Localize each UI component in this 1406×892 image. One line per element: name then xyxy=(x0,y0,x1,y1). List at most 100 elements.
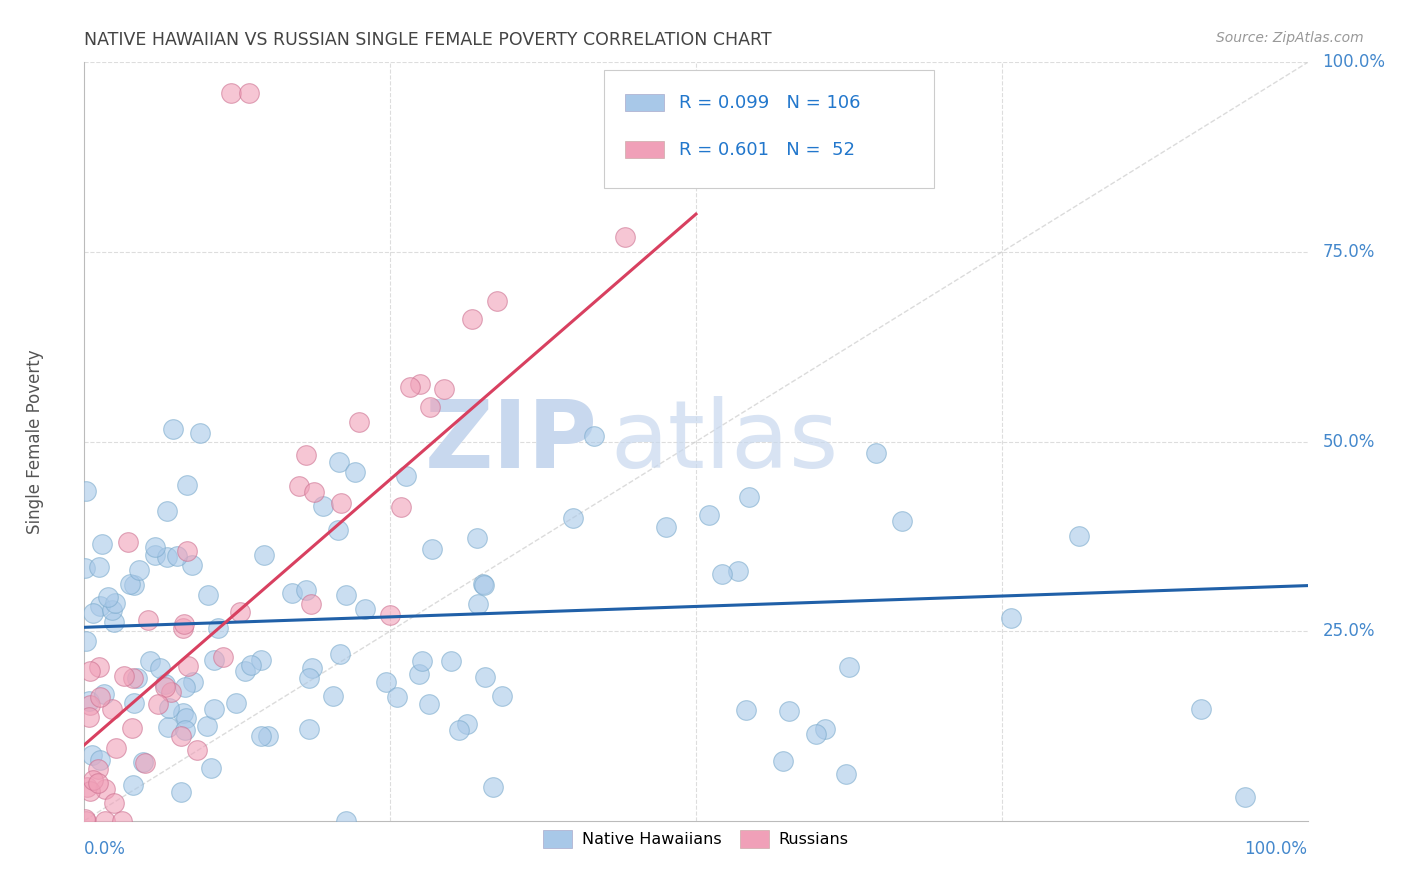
Point xyxy=(1234,789,1257,804)
Point xyxy=(186,743,208,757)
Point xyxy=(202,653,225,667)
Point xyxy=(127,671,149,685)
Point xyxy=(347,415,370,429)
Point xyxy=(312,499,335,513)
Point xyxy=(485,294,508,309)
Point xyxy=(76,780,98,795)
Point xyxy=(82,773,104,788)
Point xyxy=(104,596,127,610)
Point xyxy=(197,588,219,602)
Point xyxy=(250,653,273,667)
Point xyxy=(145,541,167,555)
Point xyxy=(170,785,193,799)
Point xyxy=(173,723,195,737)
Point xyxy=(1069,529,1091,543)
Point xyxy=(139,654,162,668)
Point xyxy=(301,660,323,674)
Point xyxy=(87,560,110,574)
Point xyxy=(204,702,226,716)
Point xyxy=(166,549,188,564)
Text: R = 0.601   N =  52: R = 0.601 N = 52 xyxy=(679,141,855,159)
Point xyxy=(156,504,179,518)
Point xyxy=(87,660,110,674)
Point xyxy=(195,718,218,732)
Point xyxy=(181,558,204,572)
Point xyxy=(188,426,211,441)
Point xyxy=(173,616,195,631)
Point xyxy=(77,709,100,723)
Point xyxy=(93,687,115,701)
Point xyxy=(162,422,184,436)
Point xyxy=(103,797,125,811)
Point xyxy=(228,605,250,619)
Point xyxy=(159,701,181,715)
Text: ZIP: ZIP xyxy=(425,395,598,488)
Point xyxy=(225,696,247,710)
Point xyxy=(176,478,198,492)
Legend: Native Hawaiians, Russians: Native Hawaiians, Russians xyxy=(537,823,855,855)
Point xyxy=(103,615,125,630)
Point xyxy=(122,671,145,685)
Point xyxy=(104,740,127,755)
Point xyxy=(253,548,276,562)
Point xyxy=(149,661,172,675)
Point xyxy=(118,577,141,591)
Text: 0.0%: 0.0% xyxy=(84,839,127,857)
Point xyxy=(235,664,257,678)
Point xyxy=(474,670,496,684)
Point xyxy=(295,449,318,463)
Point xyxy=(219,86,242,100)
Point xyxy=(804,727,827,741)
Point xyxy=(772,754,794,768)
Point xyxy=(122,578,145,592)
Point xyxy=(329,648,352,662)
Text: Single Female Poverty: Single Female Poverty xyxy=(27,350,45,533)
Point xyxy=(449,723,471,737)
Point xyxy=(177,658,200,673)
Point xyxy=(727,564,749,578)
Point xyxy=(148,697,170,711)
Point xyxy=(465,531,488,545)
Point xyxy=(328,455,350,469)
Point xyxy=(491,690,513,704)
Point xyxy=(481,780,503,794)
Point xyxy=(121,721,143,735)
Point xyxy=(111,814,134,828)
Point xyxy=(211,650,233,665)
Point xyxy=(79,665,101,679)
Point xyxy=(343,466,366,480)
Point xyxy=(295,583,318,598)
Text: Source: ZipAtlas.com: Source: ZipAtlas.com xyxy=(1216,31,1364,45)
Point xyxy=(738,490,761,504)
Point xyxy=(375,674,398,689)
Point xyxy=(91,537,114,551)
Point xyxy=(238,86,260,100)
Point xyxy=(153,677,176,691)
Text: 50.0%: 50.0% xyxy=(1322,433,1375,450)
Point xyxy=(398,379,420,393)
Point xyxy=(181,675,204,690)
Point xyxy=(174,680,197,694)
Point xyxy=(335,588,357,602)
Text: 25.0%: 25.0% xyxy=(1322,622,1375,640)
Point xyxy=(865,446,887,460)
Point xyxy=(97,590,120,604)
Point xyxy=(93,814,115,828)
Point xyxy=(156,549,179,564)
Point xyxy=(136,613,159,627)
Point xyxy=(420,541,443,556)
Point xyxy=(408,667,430,681)
Point xyxy=(735,703,758,717)
Point xyxy=(322,690,344,704)
Point xyxy=(101,702,124,716)
Point xyxy=(73,812,96,826)
Point xyxy=(1189,702,1212,716)
Point xyxy=(614,230,637,244)
Point xyxy=(176,711,198,725)
Point xyxy=(76,484,98,499)
Text: 100.0%: 100.0% xyxy=(1322,54,1385,71)
Point xyxy=(73,561,96,575)
Point xyxy=(697,508,720,523)
Text: R = 0.099   N = 106: R = 0.099 N = 106 xyxy=(679,94,860,112)
Point xyxy=(134,756,156,770)
